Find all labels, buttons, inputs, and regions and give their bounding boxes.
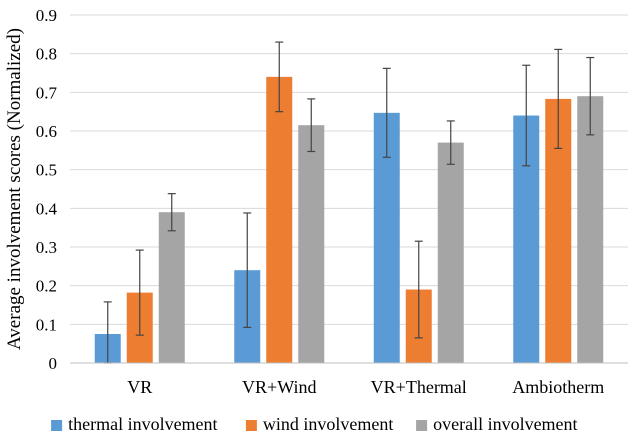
legend-swatch <box>245 420 257 431</box>
legend-swatch <box>51 420 63 431</box>
x-category-label: VR+Thermal <box>371 377 467 397</box>
legend-label: wind involvement <box>263 414 393 434</box>
legend-swatch <box>416 420 428 431</box>
x-axis-categories: VR VR+Wind VR+Thermal Ambiotherm <box>127 377 604 397</box>
y-tick-label: 0.9 <box>36 6 57 25</box>
y-tick-label: 0.2 <box>36 277 57 296</box>
y-tick-label: 0.8 <box>36 45 57 64</box>
y-tick-label: 0.1 <box>36 315 57 334</box>
bar <box>437 142 464 363</box>
bar <box>298 125 325 363</box>
y-axis-ticks: 0 0.1 0.2 0.3 0.4 0.5 0.6 0.7 0.8 0.9 <box>36 6 58 373</box>
gridlines <box>70 14 628 325</box>
bar <box>158 212 185 363</box>
y-axis-title: Average involvement scores (Normalized) <box>4 28 25 350</box>
x-category-label: VR <box>127 377 152 397</box>
y-tick-label: 0 <box>49 354 58 373</box>
bar <box>266 76 293 363</box>
x-category-label: Ambiotherm <box>512 377 604 397</box>
bars <box>94 76 604 364</box>
x-category-label: VR+Wind <box>242 377 316 397</box>
legend-label: thermal involvement <box>68 414 217 434</box>
y-tick-label: 0.5 <box>36 161 57 180</box>
y-tick-label: 0.6 <box>36 122 57 141</box>
y-tick-label: 0.7 <box>36 83 58 102</box>
y-tick-label: 0.3 <box>36 238 57 257</box>
bar <box>577 96 604 363</box>
error-bars <box>103 41 595 364</box>
y-tick-label: 0.4 <box>36 199 58 218</box>
legend: thermal involvement wind involvement overa… <box>51 414 578 434</box>
legend-label: overall involvement <box>433 414 577 434</box>
